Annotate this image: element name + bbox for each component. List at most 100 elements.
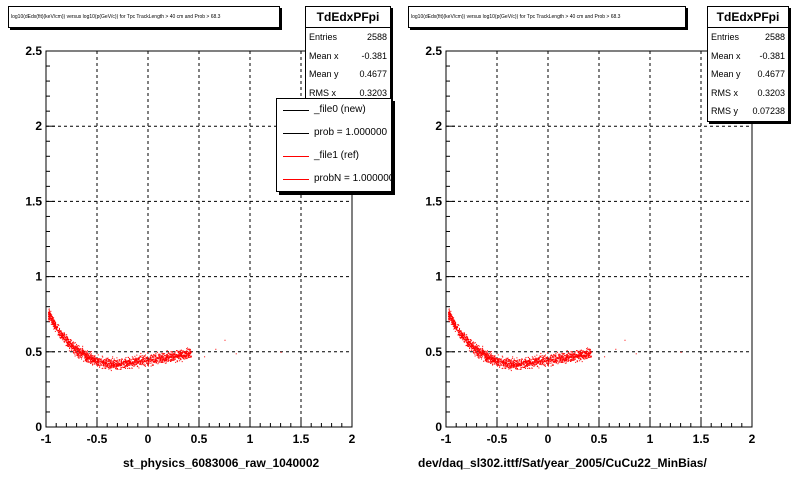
scatter-point (518, 365, 520, 367)
scatter-point (177, 357, 179, 359)
scatter-point (563, 361, 565, 363)
scatter-point (578, 356, 580, 358)
scatter-point (130, 359, 132, 361)
scatter-point (564, 357, 566, 359)
scatter-point (160, 356, 162, 358)
scatter-point (587, 348, 589, 350)
scatter-point (179, 354, 181, 356)
scatter-point (103, 359, 105, 361)
scatter-point (547, 364, 549, 366)
scatter-point (82, 348, 84, 350)
scatter-point (496, 365, 498, 367)
scatter-point (566, 355, 568, 357)
scatter-point (450, 318, 452, 320)
legend-line-swatch (283, 179, 309, 180)
scatter-point (67, 344, 69, 346)
right-pad: -1 -0.5 0 0.5 1 1.5 2 0 0.5 1 1.5 2 2.5 log10(dEdx(f… (400, 0, 800, 480)
scatter-point (548, 358, 550, 360)
scatter-point (588, 354, 590, 356)
scatter-point (588, 349, 590, 351)
scatter-point (101, 364, 103, 366)
scatter-point (84, 354, 86, 356)
scatter-point (164, 362, 166, 364)
scatter-point (489, 362, 491, 364)
scatter-point (490, 360, 492, 362)
scatter-point (164, 359, 166, 361)
scatter-point (481, 351, 483, 353)
scatter-point (68, 342, 70, 344)
scatter-point (188, 353, 190, 355)
scatter-point (493, 361, 495, 363)
scatter-point (64, 333, 66, 335)
scatter-point (551, 356, 553, 358)
scatter-point (109, 363, 111, 365)
scatter-point (472, 344, 474, 346)
scatter-point (65, 335, 67, 337)
scatter-point (577, 360, 579, 362)
scatter-point (579, 355, 581, 357)
scatter-point (75, 351, 77, 353)
scatter-point (166, 354, 168, 356)
scatter-point (584, 358, 586, 360)
scatter-point (549, 359, 551, 361)
scatter-point (76, 349, 78, 351)
scatter-point (139, 364, 141, 366)
scatter-point (551, 355, 553, 357)
scatter-point (134, 363, 136, 365)
scatter-point (130, 362, 132, 364)
scatter-point (74, 348, 76, 350)
scatter-point (61, 333, 63, 335)
stats-label: RMS y (711, 106, 738, 116)
scatter-point (486, 356, 488, 358)
scatter-point (68, 343, 70, 345)
scatter-point (78, 357, 80, 359)
scatter-point (482, 350, 484, 352)
scatter-point (107, 366, 109, 368)
scatter-point (104, 364, 106, 366)
scatter-point (564, 362, 566, 364)
scatter-point (113, 361, 115, 363)
scatter-point (548, 360, 550, 362)
scatter-point (119, 368, 121, 370)
scatter-point (448, 315, 450, 317)
scatter-point (58, 329, 60, 331)
scatter-point (91, 361, 93, 363)
scatter-point (97, 354, 99, 356)
scatter-point (149, 362, 151, 364)
scatter-point (61, 332, 63, 334)
right-stats-row-mean-x: Mean x -0.381 (708, 47, 788, 66)
scatter-point (476, 349, 478, 351)
scatter-point (127, 359, 129, 361)
scatter-point (510, 370, 512, 372)
scatter-point (78, 352, 80, 354)
scatter-point (126, 360, 128, 362)
scatter-point (87, 352, 89, 354)
scatter-point (135, 357, 137, 359)
scatter-point (454, 326, 456, 328)
scatter-point (515, 366, 517, 368)
scatter-point (106, 359, 108, 361)
scatter-point (158, 354, 160, 356)
scatter-point (577, 350, 579, 352)
scatter-point (83, 350, 85, 352)
scatter-point (578, 354, 580, 356)
scatter-point (529, 360, 531, 362)
scatter-point (581, 352, 583, 354)
scatter-point (125, 360, 127, 362)
scatter-point (454, 322, 456, 324)
scatter-point (523, 362, 525, 364)
scatter-point (53, 319, 55, 321)
scatter-point (513, 363, 515, 365)
y-tick-label: 0 (435, 420, 442, 434)
scatter-point (492, 363, 494, 365)
scatter-point (571, 357, 573, 359)
scatter-point (481, 348, 483, 350)
scatter-point (155, 360, 157, 362)
scatter-point (86, 353, 88, 355)
scatter-point (498, 361, 500, 363)
legend-line-swatch (283, 133, 309, 134)
scatter-point (102, 360, 104, 362)
scatter-point (96, 363, 98, 365)
scatter-point (94, 357, 96, 359)
scatter-point (100, 364, 102, 366)
